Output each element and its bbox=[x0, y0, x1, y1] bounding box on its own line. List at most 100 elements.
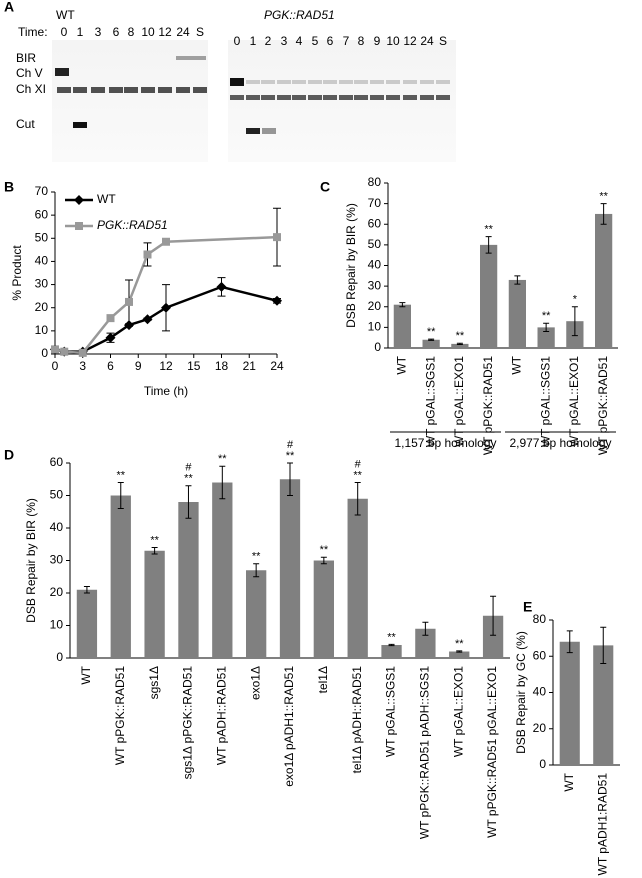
lane-label: 0 bbox=[234, 34, 241, 48]
y-tick-label: 0 bbox=[374, 340, 381, 354]
marker bbox=[106, 314, 115, 323]
error-bar bbox=[600, 626, 607, 664]
lane-label: 4 bbox=[296, 34, 303, 48]
bar bbox=[212, 482, 233, 658]
y-tick-label: 30 bbox=[35, 277, 49, 291]
y-tick-label: 80 bbox=[533, 612, 547, 626]
lane-label: 8 bbox=[128, 25, 135, 39]
x-tick-label: WT pGAL::EXO1 bbox=[567, 356, 581, 447]
marker bbox=[162, 237, 170, 246]
bar bbox=[393, 304, 411, 348]
gel-band bbox=[339, 95, 353, 100]
y-tick-label: 40 bbox=[35, 254, 49, 268]
x-axis-label: Time (h) bbox=[144, 384, 188, 398]
y-tick-label: 30 bbox=[50, 553, 64, 567]
marker bbox=[272, 295, 282, 306]
y-tick-label: 60 bbox=[35, 207, 49, 221]
x-tick-label: WT bbox=[510, 355, 524, 374]
marker bbox=[161, 302, 171, 313]
gel-band bbox=[109, 87, 123, 93]
lane-label: 3 bbox=[95, 25, 102, 39]
gel-image bbox=[228, 40, 456, 162]
gel-band bbox=[57, 87, 71, 93]
gel-band bbox=[292, 95, 306, 100]
gel-title: WT bbox=[56, 8, 75, 22]
error-bar bbox=[490, 595, 497, 636]
x-tick-label: WT pPGK::RAD51 pADH::SGS1 bbox=[418, 666, 432, 839]
gel-band bbox=[246, 95, 260, 100]
y-tick-label: 10 bbox=[50, 618, 64, 632]
x-tick-label: WT pGAL::EXO1 bbox=[452, 356, 466, 447]
significance: ** bbox=[599, 191, 608, 203]
marker bbox=[142, 314, 153, 325]
x-tick-label: tel1Δ bbox=[316, 666, 330, 693]
x-tick-label: 3 bbox=[79, 359, 86, 373]
gel-band bbox=[292, 80, 306, 84]
x-tick-label: exo1Δ pADH1::RAD51 bbox=[282, 666, 296, 787]
lane-label: 24 bbox=[420, 34, 434, 48]
x-tick-label: 9 bbox=[135, 359, 142, 373]
gel-band bbox=[308, 80, 322, 84]
y-tick-label: 20 bbox=[35, 300, 49, 314]
bar bbox=[593, 645, 614, 765]
significance: # bbox=[355, 458, 362, 470]
marker bbox=[216, 281, 227, 292]
x-tick-label: 24 bbox=[270, 359, 284, 373]
gel-band bbox=[403, 80, 417, 84]
gel-band bbox=[420, 95, 434, 100]
bar bbox=[144, 550, 165, 658]
group-label: 1,157 bp homology bbox=[394, 436, 496, 450]
lane-label: 10 bbox=[386, 34, 400, 48]
error-bar bbox=[456, 342, 463, 345]
lane-label: 1 bbox=[250, 34, 257, 48]
x-tick-label: 15 bbox=[187, 359, 201, 373]
bar bbox=[482, 615, 504, 658]
marker bbox=[78, 348, 87, 357]
bar bbox=[537, 327, 555, 348]
gel-band bbox=[403, 95, 417, 100]
x-tick-label: WT pADH::RAD51 bbox=[214, 666, 228, 765]
lane-label: 6 bbox=[327, 34, 334, 48]
y-tick-label: 0 bbox=[56, 650, 63, 664]
significance: ** bbox=[484, 224, 493, 236]
error-bar bbox=[399, 302, 406, 308]
lane-label: S bbox=[439, 34, 447, 48]
bar bbox=[480, 244, 498, 348]
x-tick-label: WT pPGK::RAD51 bbox=[113, 666, 127, 765]
gel-band bbox=[176, 87, 190, 93]
x-tick-label: exo1Δ bbox=[248, 666, 262, 700]
significance: ** bbox=[456, 330, 465, 342]
panel-label: A bbox=[4, 0, 14, 15]
bar bbox=[110, 495, 131, 658]
error-bar bbox=[320, 556, 327, 565]
lane-label: 2 bbox=[265, 34, 272, 48]
lane-label: 10 bbox=[141, 25, 155, 39]
x-tick-label: WT pPGK::RAD51 pGAL::EXO1 bbox=[485, 666, 499, 838]
y-tick-label: 50 bbox=[35, 230, 49, 244]
x-tick-label: WT bbox=[562, 772, 576, 791]
gel-band bbox=[420, 80, 434, 84]
lane-label: 6 bbox=[113, 25, 120, 39]
significance: ** bbox=[353, 469, 362, 481]
gel-band bbox=[339, 80, 353, 84]
error-bar bbox=[219, 465, 226, 500]
x-tick-label: WT bbox=[79, 665, 93, 684]
y-tick-label: 10 bbox=[368, 320, 382, 334]
lane-label: 8 bbox=[358, 34, 365, 48]
panel-label: C bbox=[320, 179, 330, 195]
gel-band bbox=[141, 87, 155, 93]
bar bbox=[449, 651, 470, 658]
error-bar bbox=[185, 485, 192, 519]
x-tick-label: WT pGAL::SGS1 bbox=[384, 666, 398, 757]
significance: ** bbox=[252, 551, 261, 563]
error-bar bbox=[566, 630, 573, 654]
gel-band bbox=[193, 87, 207, 93]
error-bar bbox=[253, 563, 260, 578]
gel-band bbox=[354, 80, 368, 84]
lane-label: 1 bbox=[77, 25, 84, 39]
gel-band bbox=[261, 80, 275, 84]
x-tick-label: WT pGAL::SGS1 bbox=[538, 356, 552, 447]
error-bar bbox=[543, 322, 550, 332]
